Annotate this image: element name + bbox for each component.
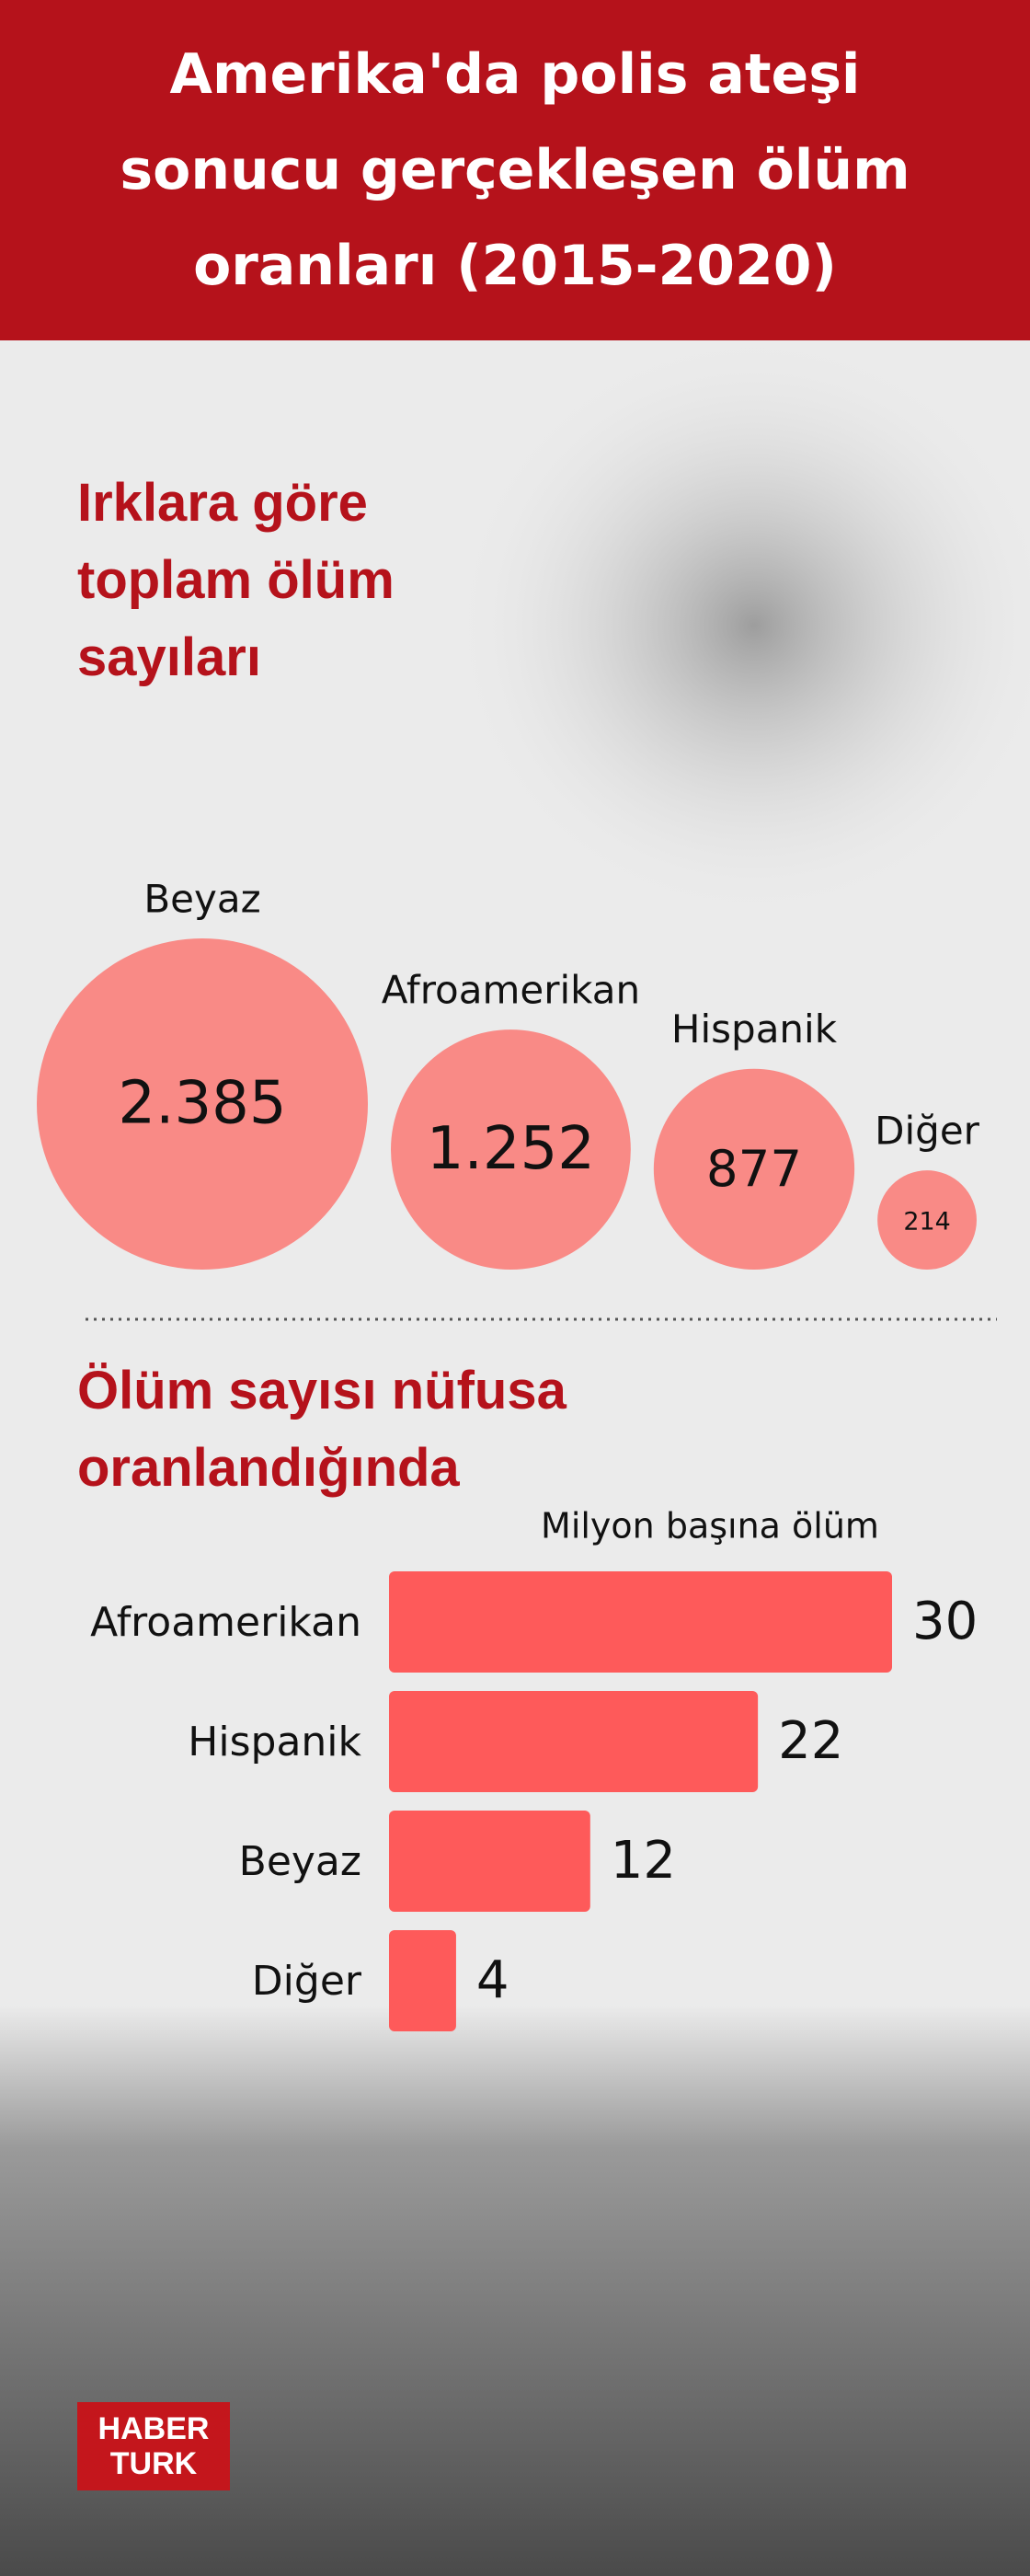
- subtitle: Milyon başına ölüm: [541, 1506, 879, 1547]
- photo-protest: [0, 2006, 1030, 2576]
- bubble-value: 1.252: [427, 1115, 595, 1183]
- bubble-label: Hispanik: [671, 1006, 838, 1052]
- bubble-chart: 2.385 Beyaz 1.252 Afroamerikan 877 Hispanik 21…: [37, 877, 980, 1270]
- section-title: Irklara göre toplam ölüm sayıları: [77, 473, 395, 687]
- bubble: [391, 1029, 631, 1270]
- bubble-value: 214: [903, 1208, 950, 1236]
- bar: [389, 1691, 759, 1792]
- header: Amerika'da polis ateşi sonucu gerçekleşe…: [0, 0, 1030, 340]
- bubble-label: Diğer: [875, 1109, 980, 1154]
- value-label: 4: [476, 1950, 509, 2010]
- section-title: Ölüm sayısı nüfusa oranlandığında: [77, 1361, 566, 1498]
- bubble: [877, 1170, 977, 1270]
- value-label: 22: [778, 1711, 843, 1771]
- logo-text: TURK: [109, 2446, 198, 2481]
- bubble-label: Beyaz: [143, 877, 260, 922]
- value-label: 12: [611, 1831, 676, 1891]
- bubble-label: Afroamerikan: [382, 968, 640, 1013]
- title: Amerika'da polis ateşi sonucu gerçekleşe…: [120, 42, 910, 298]
- bar: [389, 1811, 590, 1912]
- category-label: Diğer: [252, 1958, 362, 2005]
- value-label: 30: [912, 1592, 978, 1651]
- logo: HABER TURK: [77, 2402, 230, 2490]
- category-label: Afroamerikan: [90, 1599, 361, 1646]
- bar-chart: Milyon başına ölüm Afroamerikan 30 Hispanik…: [90, 1506, 978, 2031]
- bubble-value: 2.385: [118, 1070, 286, 1138]
- bubble-value: 877: [706, 1139, 802, 1198]
- bar: [389, 1930, 456, 2031]
- bubble: [653, 1068, 855, 1270]
- bubble: [37, 938, 368, 1270]
- photo-police: [451, 331, 1030, 920]
- category-label: Hispanik: [188, 1719, 361, 1765]
- category-label: Beyaz: [239, 1838, 361, 1885]
- logo-text: HABER: [97, 2411, 210, 2446]
- bar: [389, 1571, 892, 1673]
